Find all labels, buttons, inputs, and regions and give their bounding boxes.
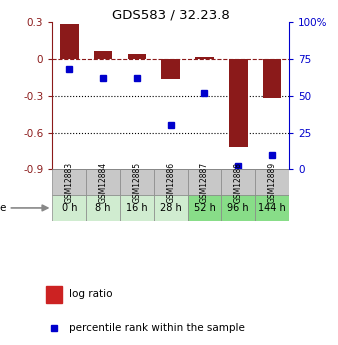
Text: 144 h: 144 h bbox=[258, 203, 286, 213]
Bar bbox=[60, 24, 78, 59]
Bar bbox=[52, 195, 86, 221]
Bar bbox=[52, 169, 86, 195]
Bar bbox=[188, 195, 221, 221]
Bar bbox=[154, 195, 188, 221]
Text: GSM12886: GSM12886 bbox=[166, 162, 175, 203]
Text: percentile rank within the sample: percentile rank within the sample bbox=[69, 323, 245, 333]
Text: GSM12889: GSM12889 bbox=[268, 162, 276, 203]
Text: log ratio: log ratio bbox=[69, 289, 113, 299]
Text: 8 h: 8 h bbox=[95, 203, 111, 213]
Bar bbox=[128, 54, 146, 59]
Bar bbox=[154, 169, 188, 195]
Bar bbox=[162, 59, 180, 79]
Bar bbox=[263, 59, 281, 98]
Bar bbox=[86, 169, 120, 195]
Bar bbox=[221, 169, 255, 195]
Bar bbox=[120, 169, 154, 195]
Bar bbox=[86, 195, 120, 221]
Text: GSM12887: GSM12887 bbox=[200, 162, 209, 203]
Text: 96 h: 96 h bbox=[227, 203, 249, 213]
Text: age: age bbox=[0, 203, 7, 213]
Bar bbox=[46, 286, 62, 303]
Text: 16 h: 16 h bbox=[126, 203, 148, 213]
Text: GSM12885: GSM12885 bbox=[132, 162, 141, 203]
Bar bbox=[255, 195, 289, 221]
Text: GSM12888: GSM12888 bbox=[234, 162, 243, 203]
Title: GDS583 / 32.23.8: GDS583 / 32.23.8 bbox=[112, 8, 230, 21]
Bar bbox=[221, 195, 255, 221]
Bar bbox=[229, 59, 247, 147]
Bar bbox=[120, 195, 154, 221]
Bar bbox=[94, 51, 113, 59]
Bar bbox=[195, 57, 214, 59]
Text: 0 h: 0 h bbox=[62, 203, 77, 213]
Text: GSM12884: GSM12884 bbox=[99, 162, 107, 203]
Bar bbox=[255, 169, 289, 195]
Text: 52 h: 52 h bbox=[194, 203, 215, 213]
Bar bbox=[188, 169, 221, 195]
Text: 28 h: 28 h bbox=[160, 203, 182, 213]
Text: GSM12883: GSM12883 bbox=[65, 162, 74, 203]
